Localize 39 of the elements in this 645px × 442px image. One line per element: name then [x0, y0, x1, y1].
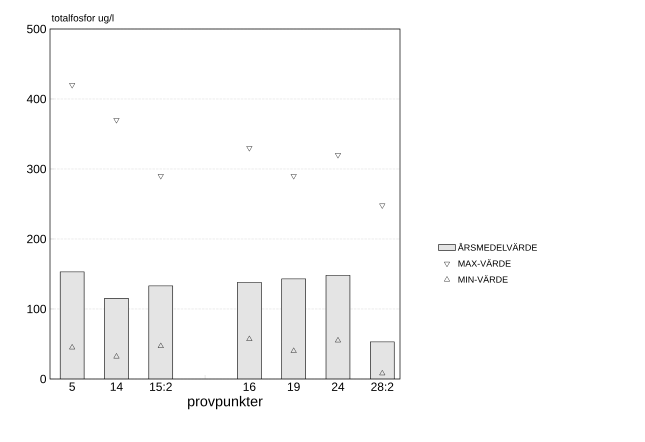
point — [379, 370, 386, 376]
x-tick-label: 14 — [110, 382, 123, 391]
bar — [148, 286, 174, 379]
x-tick-label: 16 — [244, 382, 256, 391]
point — [158, 342, 164, 348]
bar — [281, 278, 306, 379]
bar — [237, 282, 262, 379]
point — [246, 336, 252, 341]
bar — [60, 272, 84, 379]
y-tick-label: 0 — [40, 374, 46, 384]
bar — [326, 275, 350, 379]
point — [335, 337, 341, 342]
point — [158, 174, 164, 180]
bar — [104, 298, 129, 379]
y-tick-label: 100 — [27, 304, 46, 314]
x-tick-label: 28:2 — [371, 382, 394, 391]
y-tick-label: 500 — [27, 24, 46, 34]
x-tick-label: 24 — [332, 382, 344, 391]
point — [69, 83, 76, 88]
legend-label: MIN-VÄRDE — [458, 275, 508, 283]
point — [290, 174, 297, 180]
point — [335, 153, 341, 158]
x-axis-title: provpunkter — [188, 396, 263, 410]
y-axis-title: totalfosfor ug/l — [52, 14, 114, 24]
bar — [370, 342, 395, 379]
x-tick-label: 5 — [69, 382, 75, 391]
y-tick-label: 300 — [26, 164, 46, 174]
x-tick-label: 15:2 — [150, 382, 172, 391]
point — [290, 348, 297, 353]
point — [114, 118, 120, 124]
legend-label: MAX-VÄRDE — [458, 259, 511, 267]
point — [114, 353, 120, 358]
y-tick-label: 200 — [27, 234, 46, 244]
y-tick-label: 400 — [26, 94, 46, 104]
x-tick-label: 19 — [288, 382, 300, 391]
point — [246, 146, 252, 152]
point — [379, 204, 386, 209]
point — [69, 344, 76, 350]
legend-label: ÅRSMEDELVÄRDE — [458, 242, 537, 251]
